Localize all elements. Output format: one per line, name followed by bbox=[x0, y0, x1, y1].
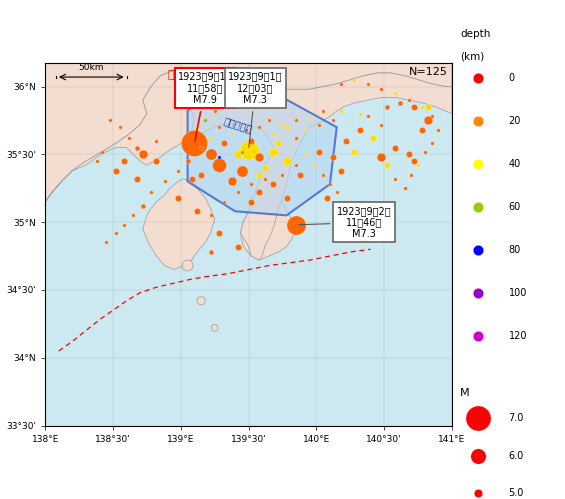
Polygon shape bbox=[143, 179, 215, 269]
Text: 120: 120 bbox=[508, 331, 527, 341]
Circle shape bbox=[211, 324, 218, 331]
Text: 80: 80 bbox=[508, 245, 521, 255]
Text: 100: 100 bbox=[508, 288, 527, 298]
Text: (km): (km) bbox=[460, 51, 484, 61]
Polygon shape bbox=[45, 63, 452, 202]
Text: 5.0: 5.0 bbox=[508, 488, 524, 498]
Polygon shape bbox=[241, 165, 296, 260]
Text: N=125: N=125 bbox=[409, 67, 448, 77]
Text: 20: 20 bbox=[508, 116, 521, 126]
Text: 1923年9月1日
11時58分
M7.9: 1923年9月1日 11時58分 M7.9 bbox=[178, 72, 232, 141]
Text: 震源断層域: 震源断層域 bbox=[222, 115, 253, 134]
Polygon shape bbox=[178, 70, 452, 260]
Polygon shape bbox=[45, 70, 219, 202]
Text: depth: depth bbox=[460, 29, 490, 39]
Text: 6.0: 6.0 bbox=[508, 451, 524, 461]
Text: 1923年9月1日
12時03分
M7.3: 1923年9月1日 12時03分 M7.3 bbox=[228, 72, 282, 148]
Text: 本震: 本震 bbox=[168, 70, 181, 80]
Text: M: M bbox=[460, 388, 470, 398]
Text: 0: 0 bbox=[508, 73, 515, 83]
Text: 60: 60 bbox=[508, 202, 521, 212]
Circle shape bbox=[182, 260, 193, 271]
Text: 40: 40 bbox=[508, 159, 521, 169]
Text: 1923年9月2日
11時46分
M7.3: 1923年9月2日 11時46分 M7.3 bbox=[299, 206, 391, 239]
Text: 50km: 50km bbox=[79, 62, 104, 72]
Text: 7.0: 7.0 bbox=[508, 413, 524, 424]
Polygon shape bbox=[188, 80, 337, 216]
Circle shape bbox=[197, 297, 205, 305]
